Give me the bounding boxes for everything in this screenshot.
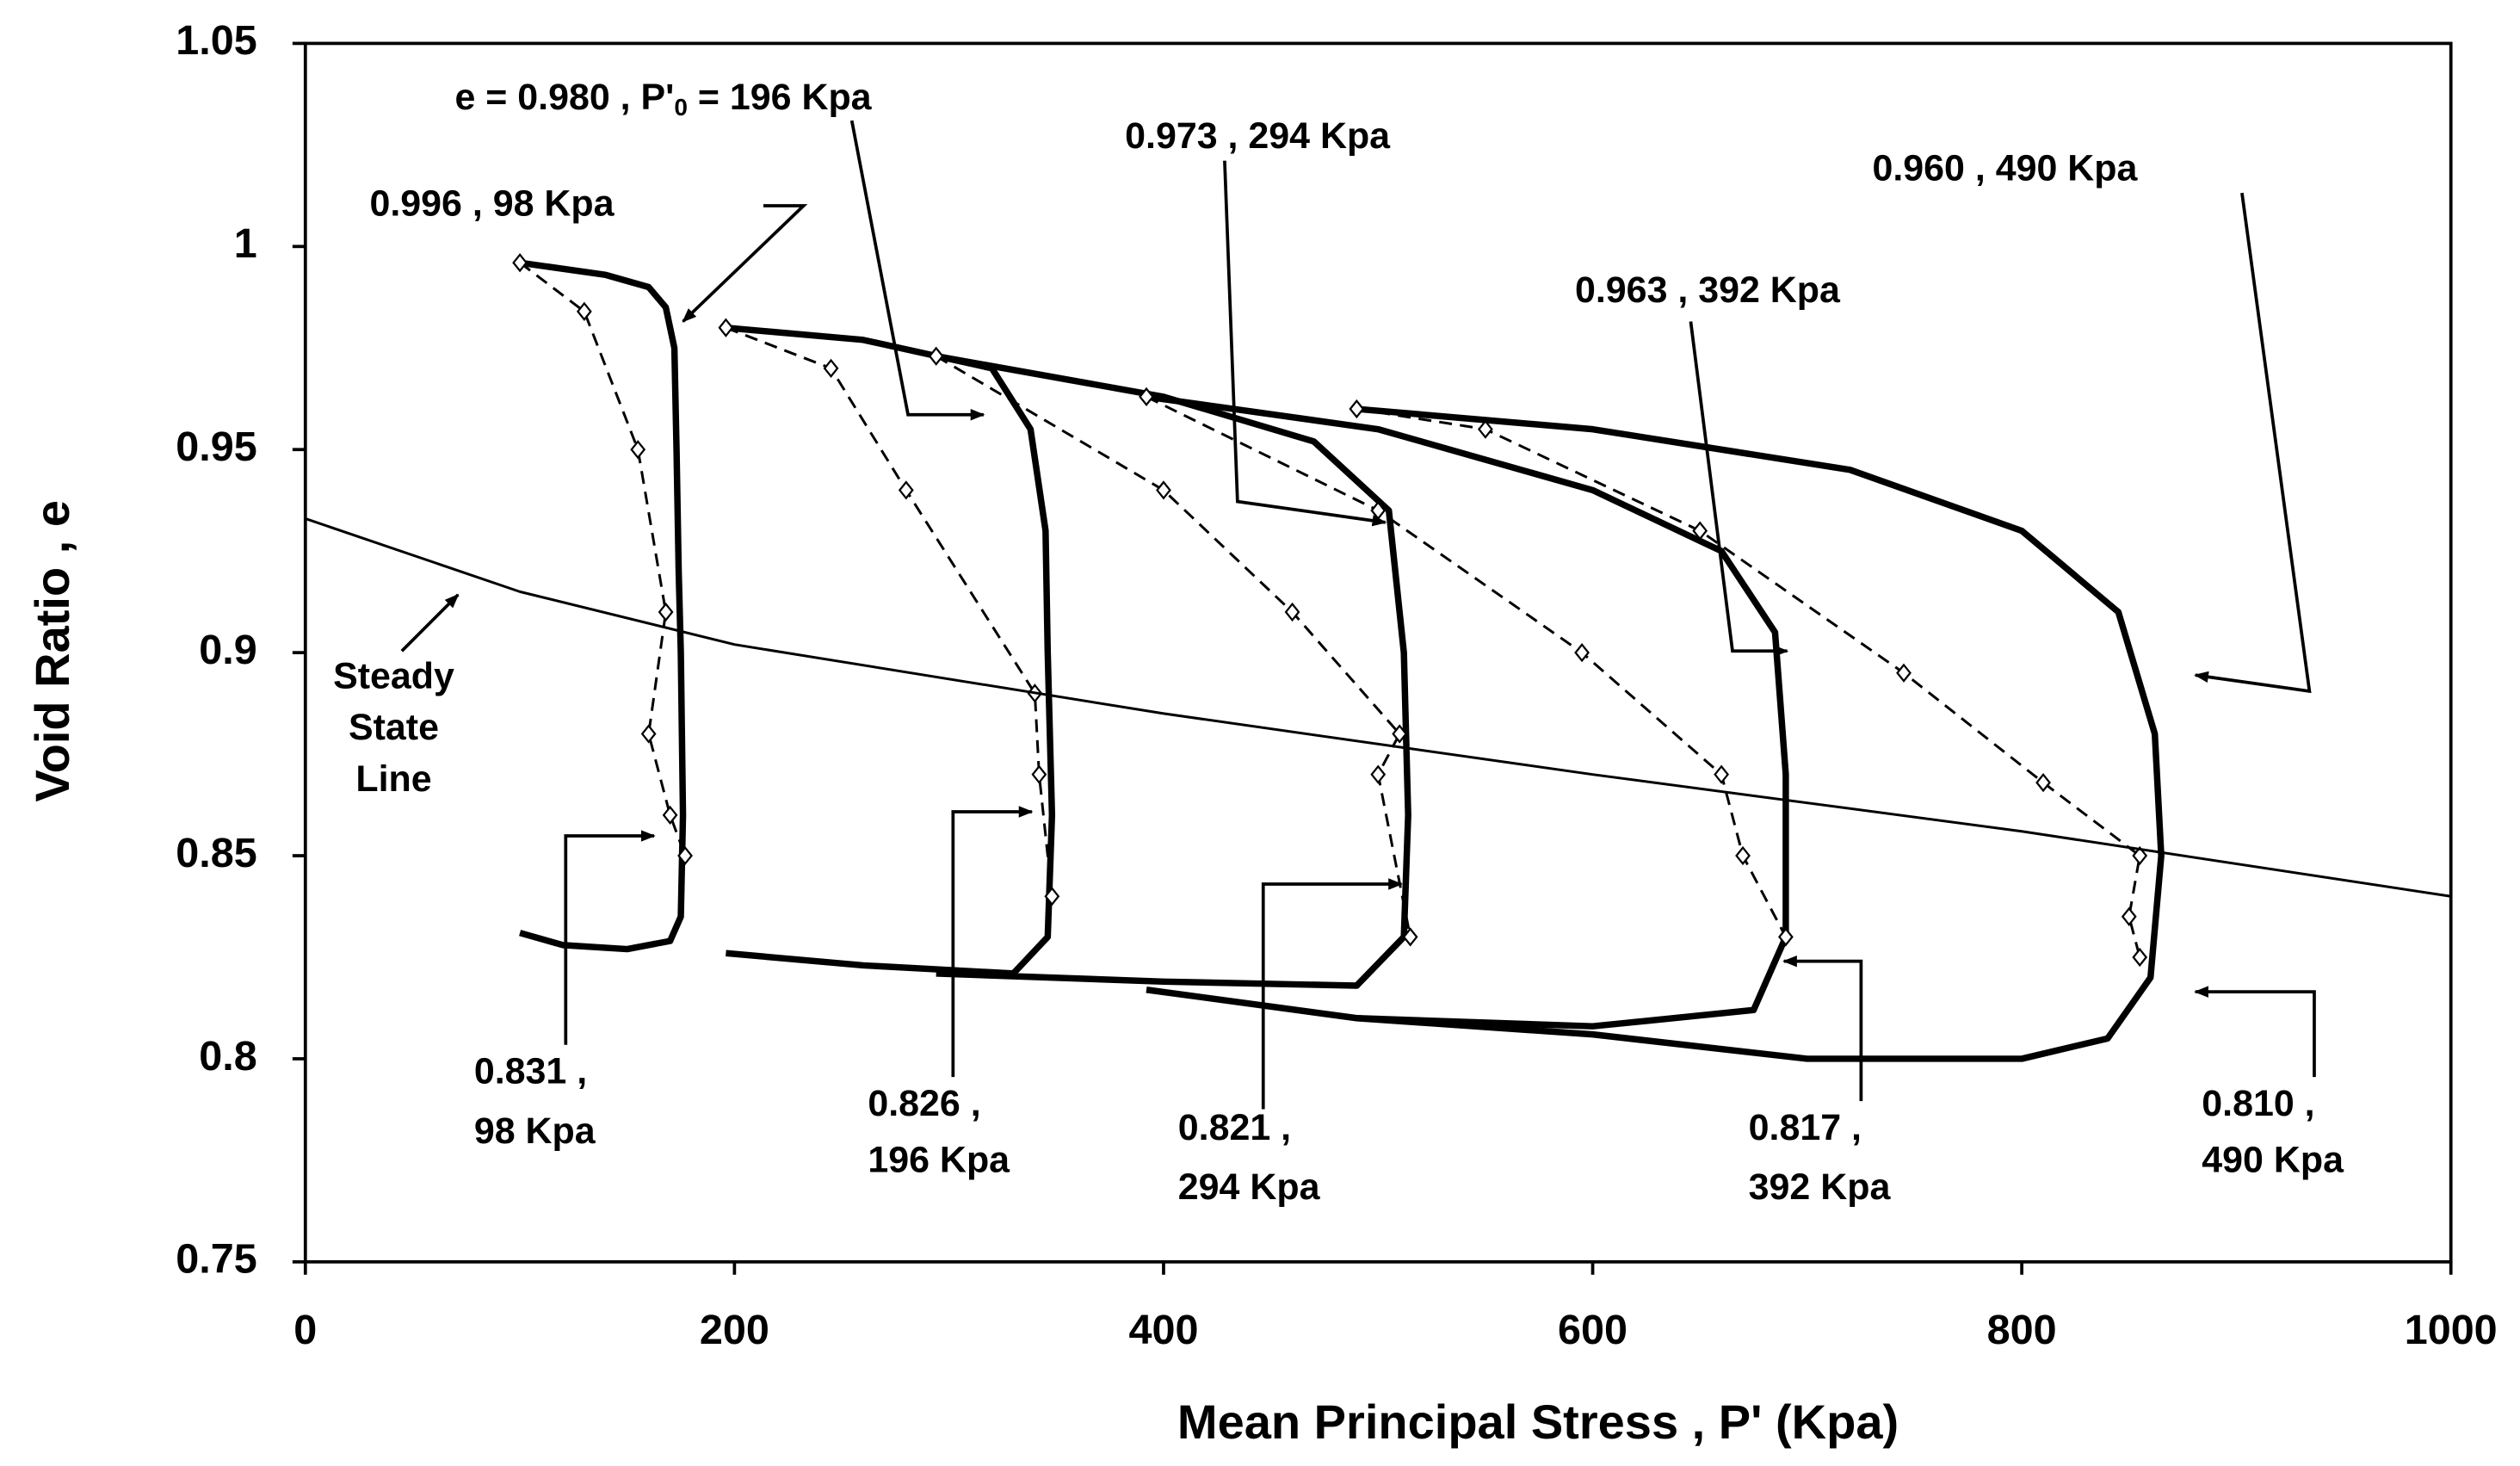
point-marker	[2035, 772, 2051, 793]
arrow	[1689, 321, 1789, 657]
series-line	[519, 259, 687, 953]
point-marker	[1392, 724, 1408, 744]
y-tick-label: 0.85	[176, 830, 257, 876]
point-marker	[1031, 764, 1047, 784]
point-marker	[1477, 419, 1493, 439]
y-tick-label: 0.8	[199, 1033, 257, 1079]
arrow	[1261, 878, 1404, 1110]
annotation: 0.821 ,	[1178, 1107, 1291, 1148]
series-line	[935, 355, 1412, 937]
point-marker	[1714, 764, 1730, 784]
annotation: 196 Kpa	[868, 1139, 1010, 1180]
annotation: 0.817 ,	[1749, 1107, 1862, 1148]
annotation-part: e = 0.980 , P'	[454, 77, 674, 118]
arrow	[951, 806, 1034, 1078]
point-marker	[1896, 663, 1912, 683]
point-marker	[1139, 387, 1154, 407]
x-tick-label: 1000	[2405, 1307, 2498, 1353]
point-marker	[576, 301, 592, 321]
arrows	[400, 120, 2316, 1110]
point-marker	[1735, 845, 1751, 866]
y-tick-label: 1	[234, 220, 257, 267]
y-axis-label: Void Ratio , e	[25, 500, 79, 802]
annotation: 0.831 ,	[474, 1051, 587, 1092]
annotation: 0.963 , 392 Kpa	[1575, 269, 1841, 311]
point-marker	[662, 805, 678, 825]
point-marker	[640, 724, 657, 744]
annotation: Line	[355, 758, 431, 800]
point-marker	[1574, 643, 1590, 663]
annotation: State	[349, 707, 439, 748]
point-marker	[1284, 602, 1300, 622]
point-marker	[2132, 947, 2148, 968]
y-tick-label: 1.05	[176, 17, 257, 64]
point-marker	[898, 480, 914, 500]
annotation-part: = 196 Kpa	[688, 77, 873, 118]
x-tick-label: 600	[1558, 1307, 1628, 1353]
series-line	[1356, 405, 2165, 1062]
annotation: e = 0.980 , P'0 = 196 Kpa	[454, 77, 872, 121]
y-tick-label: 0.95	[176, 424, 257, 470]
point-marker	[1370, 500, 1387, 521]
series-line	[1146, 395, 1788, 938]
point-marker	[1692, 521, 1708, 541]
point-marker	[1402, 927, 1418, 947]
series-line	[305, 517, 2451, 898]
arrow	[1782, 955, 1863, 1102]
annotation: 0.810 ,	[2202, 1083, 2314, 1124]
point-marker	[658, 602, 674, 622]
point-marker	[1044, 887, 1060, 906]
point-marker	[2132, 845, 2148, 866]
annotation: 98 Kpa	[474, 1110, 596, 1152]
arrow	[2194, 192, 2312, 694]
series-line	[725, 326, 1053, 897]
series-line	[936, 353, 1411, 989]
annotation: Steady	[333, 655, 454, 696]
point-marker	[928, 346, 944, 366]
arrow	[2194, 986, 2316, 1078]
annotation: 294 Kpa	[1178, 1166, 1321, 1208]
annotation: 0.960 , 490 Kpa	[1872, 147, 2138, 189]
point-marker	[1777, 927, 1794, 947]
arrow	[564, 830, 656, 1045]
point-marker	[718, 318, 734, 337]
annotation: 392 Kpa	[1749, 1166, 1892, 1208]
point-marker	[823, 358, 839, 378]
series-line	[1146, 393, 1789, 1030]
point-marker	[2121, 906, 2137, 926]
x-tick-label: 0	[293, 1307, 317, 1353]
annotation: 0.826 ,	[868, 1083, 980, 1124]
point-marker	[1370, 764, 1387, 784]
point-marker	[1349, 399, 1365, 419]
arrow	[1223, 160, 1387, 527]
point-marker	[512, 253, 528, 273]
point-marker	[677, 845, 693, 866]
annotation: 0.996 , 98 Kpa	[369, 182, 615, 224]
series-line	[1356, 407, 2141, 958]
annotation: 0.973 , 294 Kpa	[1125, 115, 1391, 157]
y-tick-label: 0.9	[199, 627, 257, 673]
point-marker	[1156, 480, 1171, 500]
arrow	[849, 120, 985, 421]
arrow	[400, 593, 460, 653]
annotation: 490 Kpa	[2202, 1139, 2344, 1180]
y-tick-label: 0.75	[176, 1236, 257, 1283]
arrow	[682, 204, 808, 323]
series-line	[519, 262, 687, 857]
x-axis-label: Mean Principal Stress , P' (Kpa)	[1177, 1395, 1899, 1449]
point-marker	[630, 440, 646, 460]
annotation-subscript: 0	[674, 94, 688, 121]
x-tick-label: 400	[1128, 1307, 1198, 1353]
x-tick-label: 200	[700, 1307, 769, 1353]
x-tick-label: 800	[1987, 1307, 2057, 1353]
